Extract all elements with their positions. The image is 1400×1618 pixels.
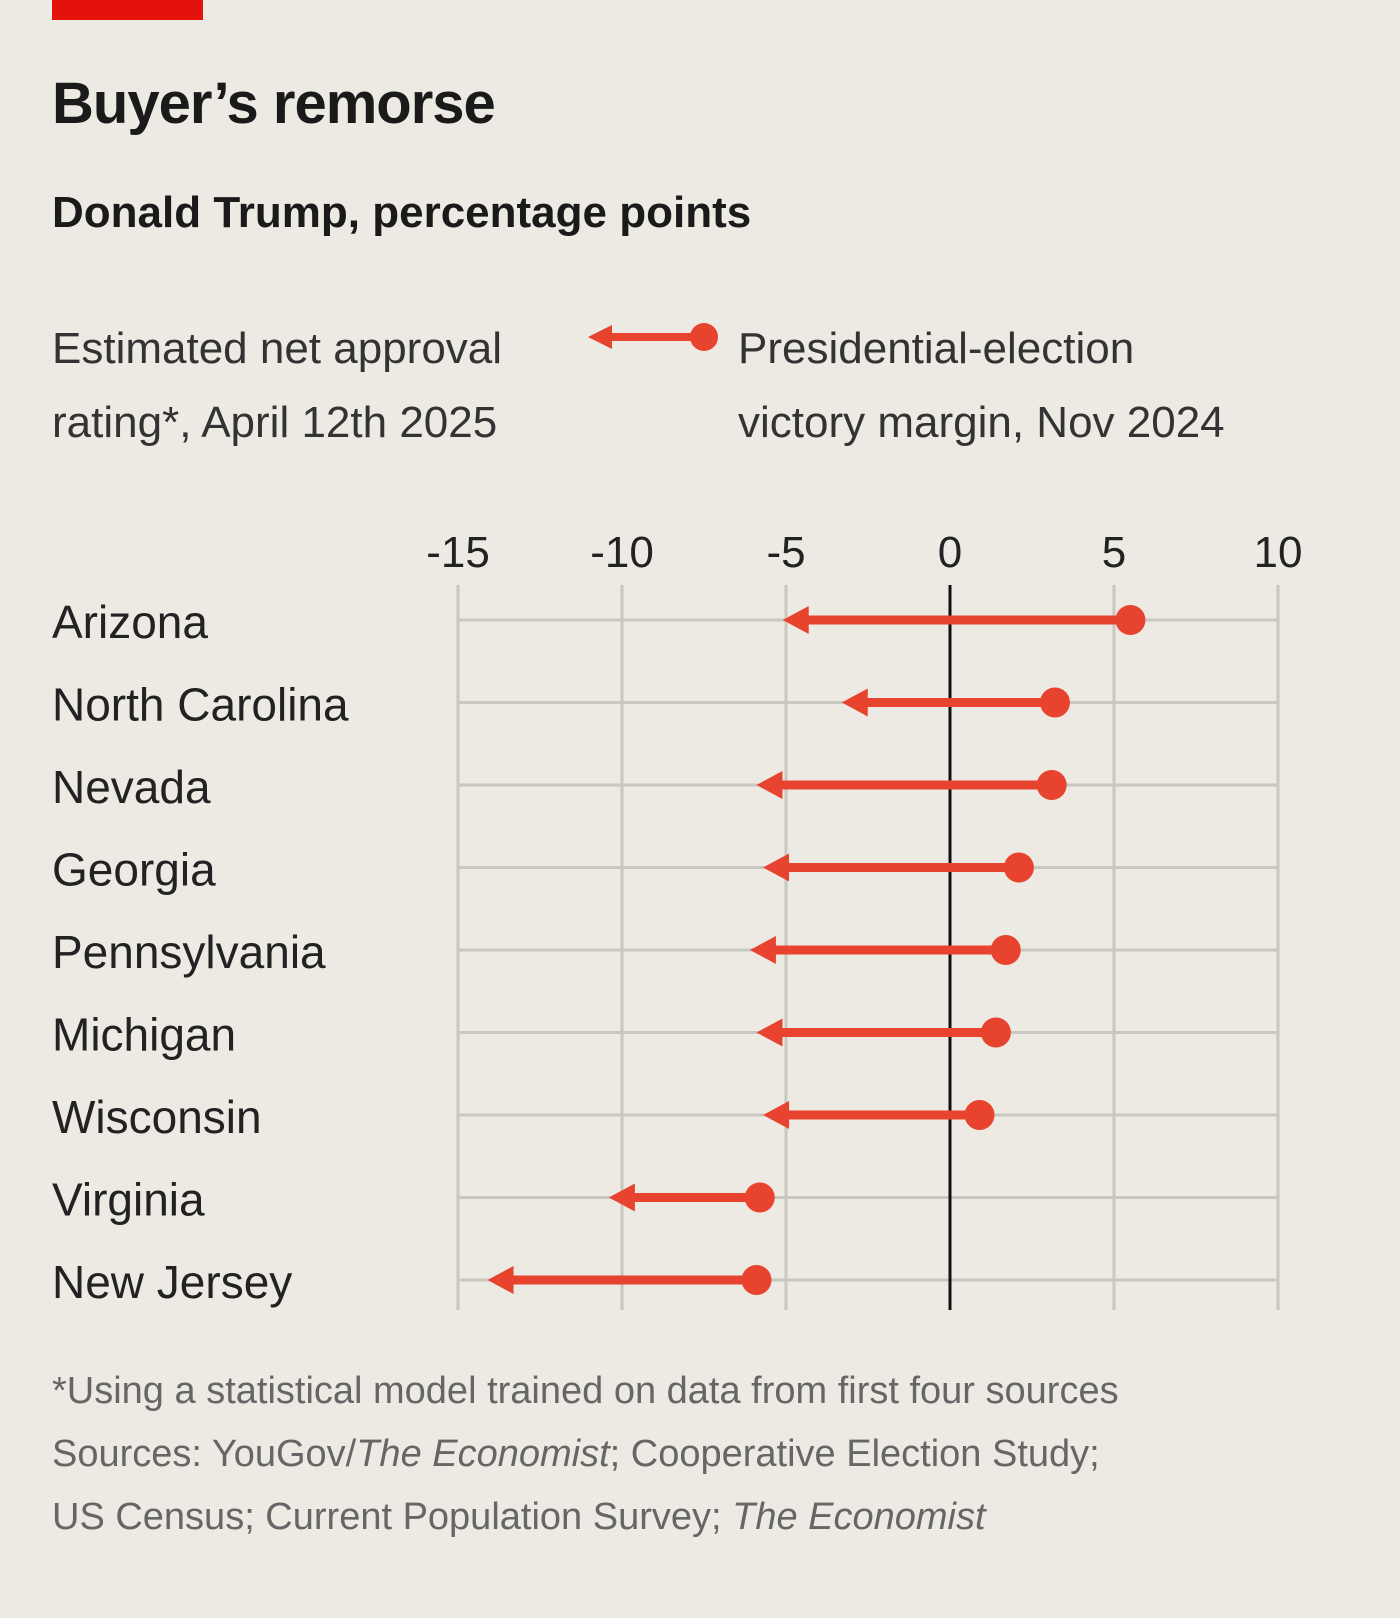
category-label: Nevada — [52, 761, 211, 813]
category-label: New Jersey — [52, 1256, 292, 1308]
sources-economist: The Economist — [356, 1433, 610, 1475]
legend-arrow-dot-icon — [588, 323, 718, 351]
approval-arrowhead — [782, 606, 809, 634]
approval-arrowhead — [763, 1101, 790, 1129]
approval-arrowhead — [487, 1266, 514, 1294]
margin-dot — [1036, 770, 1067, 800]
chart-title: Buyer’s remorse — [52, 71, 496, 136]
category-label: Michigan — [52, 1009, 236, 1061]
margin-dot — [980, 1017, 1011, 1048]
approval-arrowhead — [756, 771, 783, 799]
legend-approval: Estimated net approval rating*, April 12… — [52, 312, 502, 460]
sources-line2: US Census; Current Population Survey; — [52, 1496, 733, 1538]
margin-dot — [990, 935, 1021, 965]
footnote-note: *Using a statistical model trained on da… — [52, 1370, 1119, 1412]
sources-prefix: Sources: YouGov/ — [52, 1433, 357, 1475]
approval-arrowhead — [841, 688, 868, 717]
legend-margin-line1: Presidential-election — [738, 324, 1135, 373]
sources-mid: ; Cooperative Election Study; — [609, 1433, 1100, 1475]
category-label: North Carolina — [52, 679, 349, 731]
margin-dot — [1115, 605, 1146, 635]
approval-arrowhead — [749, 936, 776, 964]
footnote-sources-line2: US Census; Current Population Survey; Th… — [52, 1486, 1119, 1549]
category-label: Georgia — [52, 844, 216, 896]
legend-margin-line2: victory margin, Nov 2024 — [738, 398, 1225, 447]
x-tick-label: -10 — [590, 528, 654, 577]
x-tick-label: 10 — [1254, 528, 1303, 577]
legend-approval-line1: Estimated net approval — [52, 324, 503, 373]
legend-approval-line2: rating*, April 12th 2025 — [52, 398, 498, 447]
margin-dot — [1039, 687, 1070, 718]
footnote-sources: Sources: YouGov/The Economist; Cooperati… — [52, 1423, 1119, 1486]
category-label: Arizona — [52, 596, 208, 648]
x-tick-label: -5 — [766, 528, 805, 577]
approval-arrowhead — [756, 1018, 783, 1047]
dumbbell-chart: -15 -10 -5 0 5 10 Arizona North Carolina Nevada G… — [52, 528, 1303, 1310]
category-label: Wisconsin — [52, 1091, 262, 1143]
footnote: *Using a statistical model trained on da… — [52, 1360, 1119, 1549]
chart-subtitle: Donald Trump, percentage points — [52, 188, 752, 237]
x-tick-label: 5 — [1102, 528, 1126, 577]
legend-margin: Presidential-election victory margin, No… — [738, 312, 1225, 460]
margin-dot — [741, 1265, 772, 1295]
approval-arrowhead — [608, 1183, 635, 1212]
sources-economist-2: The Economist — [732, 1496, 986, 1538]
margin-dot — [964, 1100, 995, 1130]
approval-arrowhead — [763, 853, 790, 882]
category-label: Virginia — [52, 1174, 205, 1226]
category-label: Pennsylvania — [52, 926, 326, 978]
x-tick-label: -15 — [426, 528, 490, 577]
margin-dot — [1003, 852, 1034, 883]
margin-dot — [744, 1182, 775, 1213]
x-tick-label: 0 — [938, 528, 962, 577]
brand-red-bar — [52, 0, 203, 20]
